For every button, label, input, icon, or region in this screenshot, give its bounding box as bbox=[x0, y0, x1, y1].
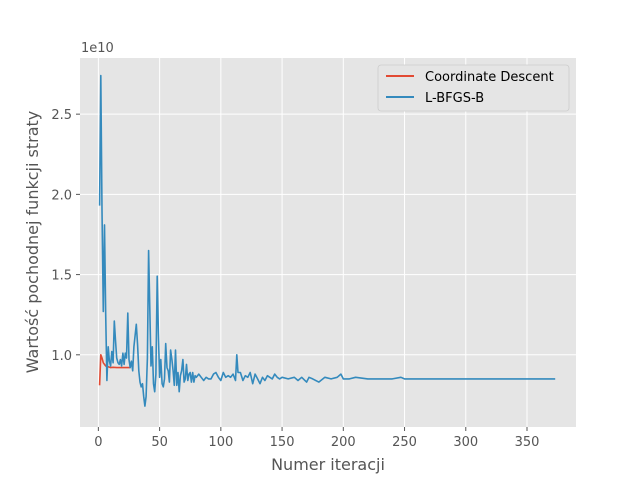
x-tick-label: 100 bbox=[208, 435, 233, 450]
y-tick-label: 2.5 bbox=[51, 108, 72, 123]
series-line-coordinate-descent bbox=[98, 354, 131, 386]
y-tick-label: 1.5 bbox=[51, 269, 72, 284]
x-tick-label: 150 bbox=[270, 435, 295, 450]
plot-area bbox=[80, 58, 576, 427]
legend: Coordinate Descent L-BFGS-B bbox=[377, 64, 570, 112]
series-line-l-bfgs-b bbox=[98, 74, 556, 407]
x-tick-label: 0 bbox=[94, 435, 102, 450]
y-offset-label: 1e10 bbox=[81, 41, 114, 56]
legend-label-l-bfgs-b: L-BFGS-B bbox=[425, 91, 484, 106]
y-axis-title: Wartość pochodnej funkcji straty bbox=[23, 111, 42, 374]
legend-label-coordinate-descent: Coordinate Descent bbox=[425, 70, 554, 85]
x-axis-title: Numer iteracji bbox=[271, 455, 385, 474]
x-tick-label: 50 bbox=[151, 435, 168, 450]
grid-lines bbox=[80, 58, 576, 427]
y-tick-label: 2.0 bbox=[51, 188, 72, 203]
x-tick-label: 350 bbox=[515, 435, 540, 450]
legend-box bbox=[377, 64, 570, 112]
x-axis-ticks: 0 50 100 150 200 250 300 350 bbox=[94, 427, 539, 450]
x-tick-label: 200 bbox=[331, 435, 356, 450]
series-layer bbox=[98, 74, 556, 407]
x-tick-label: 300 bbox=[453, 435, 478, 450]
x-tick-label: 250 bbox=[392, 435, 417, 450]
y-axis-ticks: 1.0 1.5 2.0 2.5 bbox=[51, 108, 80, 364]
y-tick-label: 1.0 bbox=[51, 349, 72, 364]
